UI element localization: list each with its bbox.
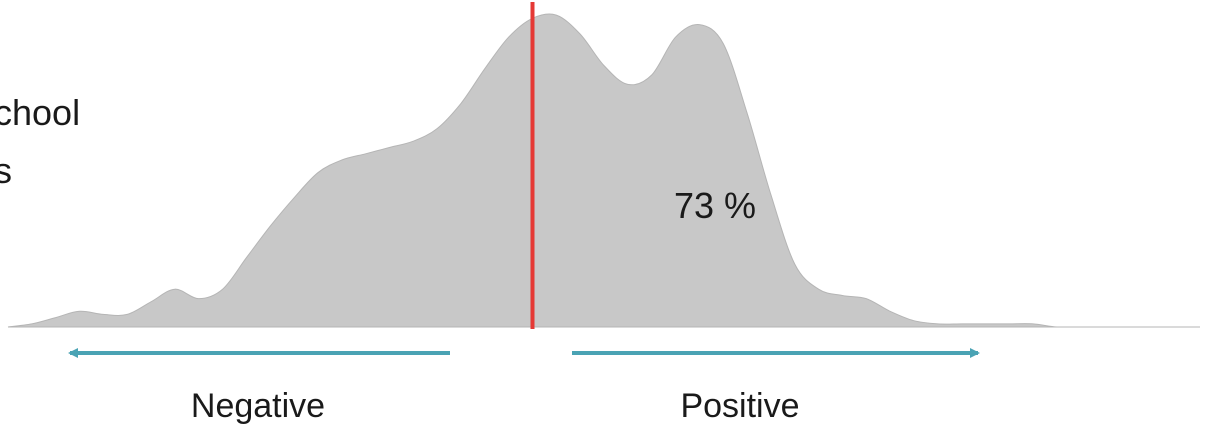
negative-label: Negative [191, 387, 325, 424]
positive-share-label: 73 % [674, 185, 756, 226]
density-area [7, 13, 1200, 328]
cropped-text-line-1: chool [0, 92, 81, 133]
cropped-text-line-2: s [0, 150, 12, 191]
positive-label: Positive [680, 387, 799, 424]
